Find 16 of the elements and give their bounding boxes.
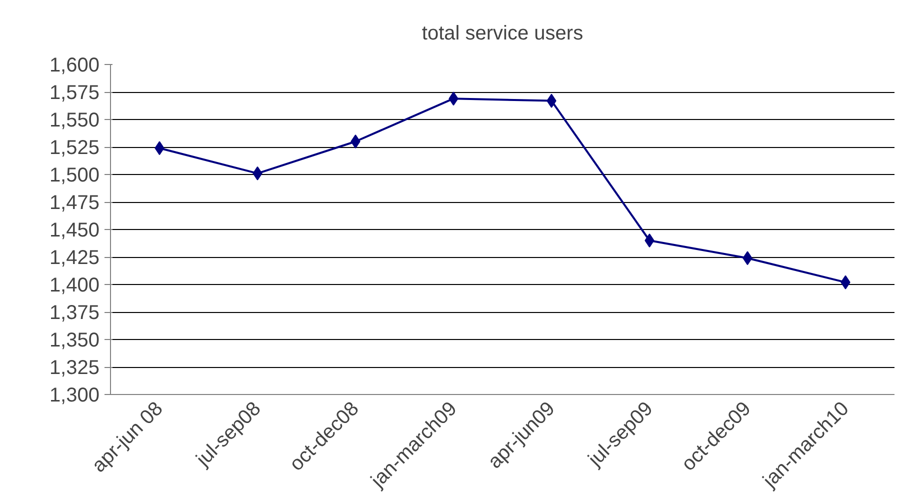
y-tick-label: 1,550 <box>49 110 100 132</box>
point <box>644 234 654 248</box>
y-tick-label: 1,500 <box>49 164 100 186</box>
y-tick-label: 1,375 <box>49 302 100 324</box>
y-tick-label: 1,350 <box>49 330 100 352</box>
chart-title: total service users <box>422 22 584 44</box>
y-tick-label: 1,400 <box>49 274 100 296</box>
y-tick-label: 1,450 <box>49 220 100 242</box>
y-tick-label: 1,575 <box>49 82 100 104</box>
point <box>350 134 360 148</box>
y-tick-label: 1,600 <box>49 54 100 76</box>
y-tick-label: 1,325 <box>49 357 100 379</box>
y-tick-label: 1,425 <box>49 247 100 269</box>
y-tick-label: 1,525 <box>49 137 100 159</box>
y-tick-label: 1,475 <box>49 192 100 214</box>
y-tick-label: 1,300 <box>49 384 100 406</box>
